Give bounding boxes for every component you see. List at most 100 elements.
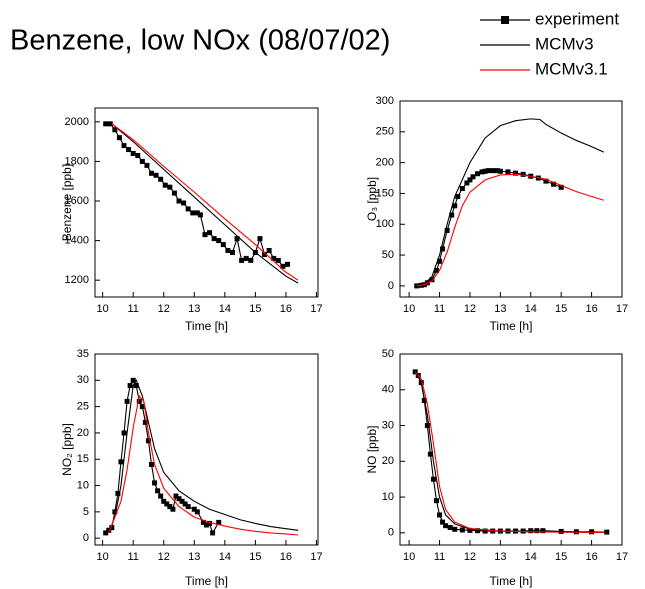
data-marker	[204, 522, 209, 528]
data-marker	[103, 530, 109, 536]
y-tick-label: 0	[388, 280, 394, 292]
x-tick-label: 14	[525, 551, 537, 563]
series-line	[108, 394, 299, 536]
data-marker	[430, 476, 436, 482]
data-marker	[173, 493, 179, 499]
data-marker	[171, 190, 177, 196]
y-axis-label: NO [ppb]	[365, 425, 379, 473]
data-marker	[135, 152, 141, 158]
figure-title: Benzene, low NOx (08/07/02)	[10, 25, 390, 57]
y-tick-label: 30	[382, 419, 394, 431]
x-tick-label: 17	[310, 303, 322, 315]
series-line	[414, 371, 607, 533]
x-tick-label: 10	[97, 303, 109, 315]
data-marker	[202, 232, 208, 238]
x-tick-label: 17	[310, 551, 322, 563]
y-tick-label: 20	[382, 455, 394, 467]
data-marker	[185, 206, 191, 212]
y-tick-label: 2000	[65, 116, 89, 128]
x-tick-label: 16	[280, 303, 292, 315]
y-tick-label: 1200	[65, 274, 89, 286]
y-tick-label: 20	[77, 427, 89, 439]
data-marker	[475, 528, 481, 534]
y-tick-label: 50	[382, 249, 394, 261]
data-marker	[182, 501, 188, 507]
data-marker	[271, 255, 277, 261]
data-marker	[130, 151, 136, 157]
data-marker	[520, 171, 526, 177]
plot-frame	[94, 107, 319, 298]
data-marker	[197, 212, 203, 218]
x-tick-label: 10	[403, 551, 415, 563]
data-marker	[152, 480, 158, 486]
data-marker	[467, 177, 473, 183]
data-marker	[257, 236, 263, 242]
y-tick-label: 0	[83, 532, 89, 544]
data-marker	[216, 238, 222, 244]
data-marker	[427, 451, 433, 457]
x-tick-label: 14	[219, 551, 231, 563]
y-axis-label: O₃ [ppb]	[365, 177, 379, 221]
data-marker	[116, 135, 122, 141]
x-tick-label: 12	[158, 303, 170, 315]
x-tick-label: 10	[403, 303, 415, 315]
data-marker	[176, 496, 182, 502]
data-marker	[190, 210, 196, 216]
y-tick-label: 300	[376, 95, 394, 107]
data-marker	[133, 383, 139, 389]
data-marker	[162, 182, 168, 188]
data-marker	[424, 423, 430, 429]
data-marker	[440, 246, 446, 252]
y-tick-label: 0	[388, 527, 394, 539]
data-marker	[161, 498, 167, 504]
data-marker	[485, 168, 491, 174]
data-marker	[604, 529, 610, 535]
y-tick-label: 150	[376, 187, 394, 199]
data-marker	[540, 528, 546, 534]
x-tick-label: 15	[249, 551, 261, 563]
x-tick-label: 15	[249, 303, 261, 315]
data-marker	[112, 127, 118, 133]
data-marker	[126, 147, 132, 153]
x-tick-label: 11	[434, 303, 445, 315]
plot-frame	[399, 353, 623, 546]
data-marker	[479, 169, 485, 175]
x-axis-label: Time [h]	[490, 319, 533, 333]
data-marker	[216, 519, 222, 525]
data-marker	[475, 171, 481, 177]
legend-label: MCMv3	[535, 34, 594, 53]
y-tick-label: 5	[83, 506, 89, 518]
x-tick-label: 14	[525, 303, 537, 315]
data-marker	[262, 251, 268, 257]
series-line	[108, 379, 299, 534]
data-marker	[194, 210, 200, 216]
data-marker	[280, 263, 286, 269]
x-axis-label: Time [h]	[490, 574, 533, 588]
series-line	[416, 118, 604, 287]
data-marker	[455, 194, 461, 200]
data-marker	[497, 168, 503, 174]
y-tick-label: 200	[376, 157, 394, 169]
y-tick-label: 10	[77, 479, 89, 491]
x-tick-label: 16	[280, 551, 292, 563]
x-tick-label: 12	[464, 551, 476, 563]
data-marker	[136, 398, 142, 404]
data-marker	[106, 527, 112, 533]
data-marker	[464, 180, 470, 186]
data-marker	[139, 158, 145, 164]
data-marker	[229, 249, 235, 255]
plot-frame	[399, 100, 623, 298]
data-marker	[149, 170, 155, 176]
x-tick-label: 11	[127, 303, 138, 315]
data-marker	[459, 527, 465, 533]
data-marker	[207, 230, 213, 236]
series-line	[105, 123, 288, 267]
data-marker	[459, 186, 465, 192]
data-marker	[179, 498, 185, 504]
y-axis-label: NO₂ [ppb]	[60, 423, 74, 476]
data-marker	[284, 261, 290, 267]
data-marker	[167, 184, 173, 190]
data-marker	[124, 398, 130, 404]
data-marker	[528, 528, 534, 534]
y-tick-label: 100	[376, 218, 394, 230]
